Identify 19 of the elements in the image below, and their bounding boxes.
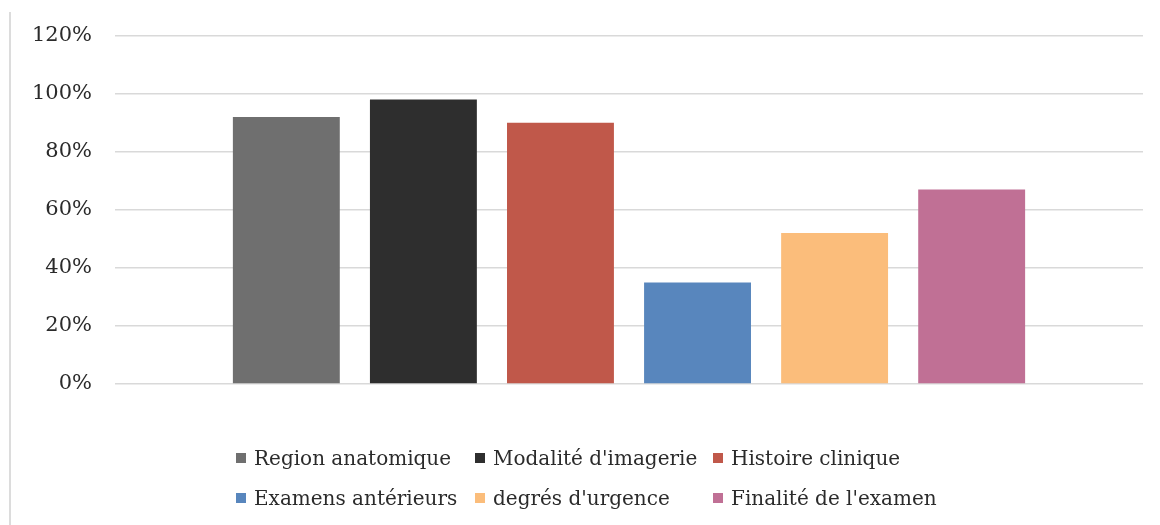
bar: [781, 233, 889, 384]
y-tick-label: 100%: [31, 80, 92, 105]
y-tick-label: 0%: [58, 370, 92, 395]
y-tick-label: 120%: [31, 22, 92, 47]
legend-label: Examens antérieurs: [254, 486, 458, 510]
bar: [369, 99, 477, 384]
bar: [918, 189, 1026, 384]
legend-label: Finalité de l'examen: [731, 486, 937, 510]
bar: [644, 282, 751, 384]
y-tick-label: 20%: [45, 312, 92, 337]
bar: [232, 116, 340, 384]
legend-label: Region anatomique: [254, 446, 452, 470]
legend-label: Modalité d'imagerie: [493, 446, 698, 470]
y-tick-label: 60%: [45, 196, 92, 221]
legend-label: degrés d'urgence: [493, 486, 670, 510]
y-tick-label: 80%: [45, 138, 92, 163]
legend-label: Histoire clinique: [731, 446, 901, 470]
bar: [507, 122, 614, 384]
y-tick-label: 40%: [45, 254, 92, 279]
